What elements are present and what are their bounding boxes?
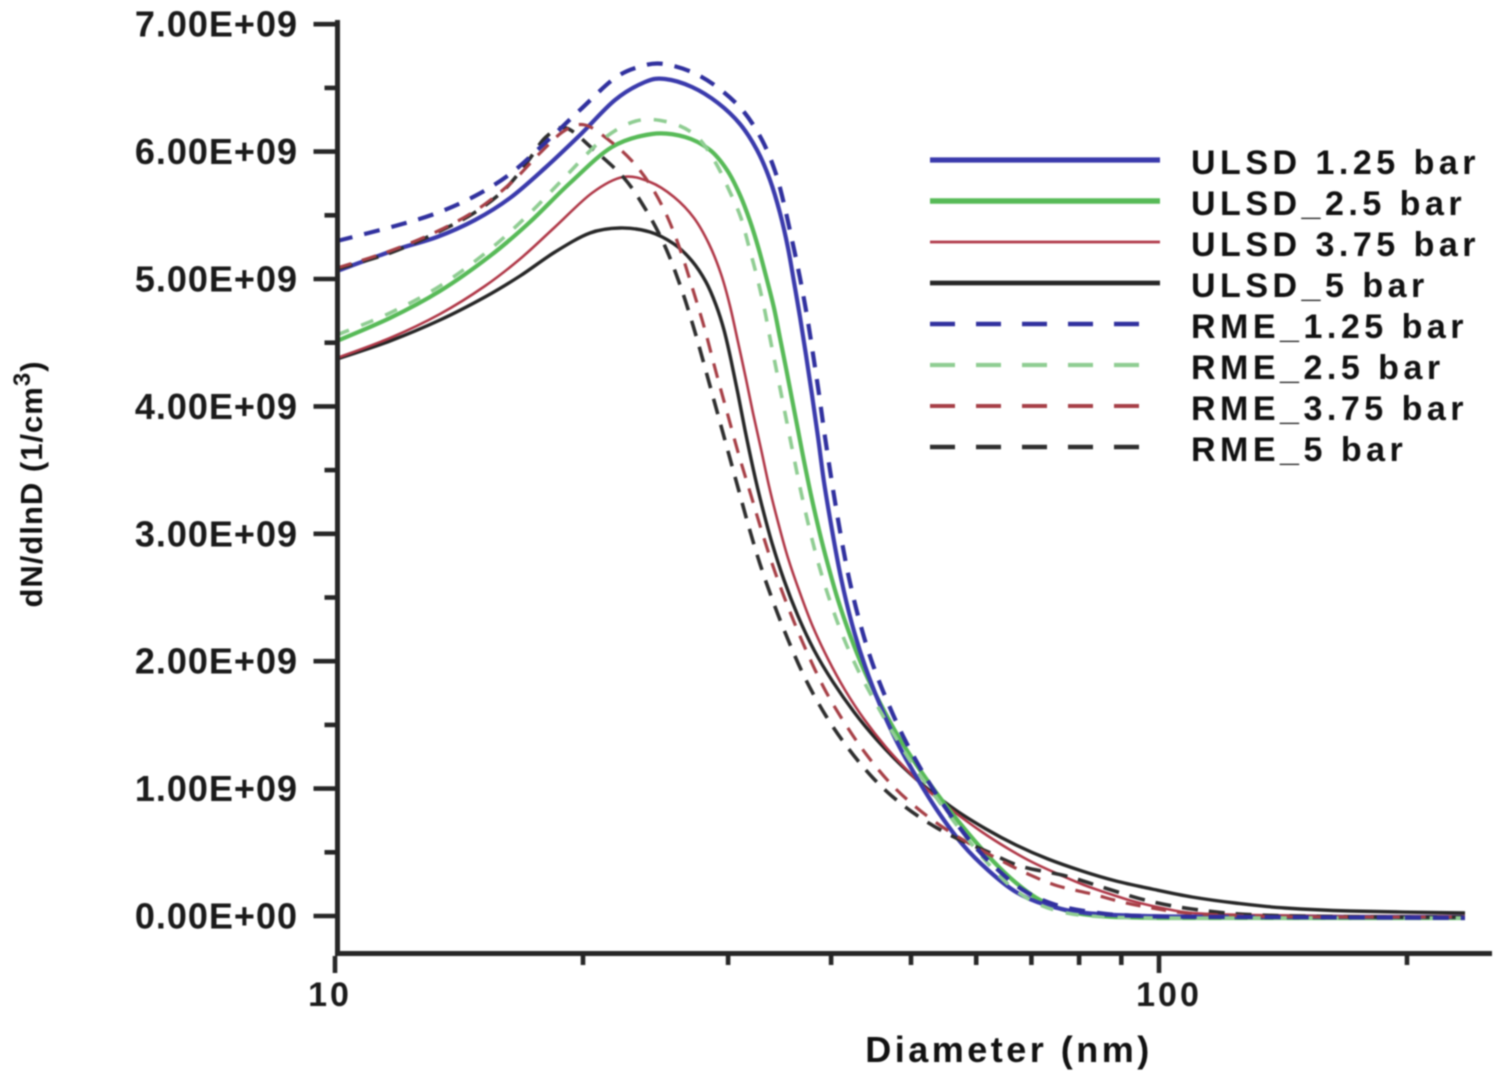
svg-text:ULSD_5 bar: ULSD_5 bar bbox=[1191, 267, 1429, 305]
svg-text:RME_2.5 bar: RME_2.5 bar bbox=[1191, 349, 1445, 387]
svg-text:RME_5 bar: RME_5 bar bbox=[1191, 431, 1407, 469]
svg-text:dN/dlnD (1/cm3): dN/dlnD (1/cm3) bbox=[9, 360, 49, 607]
svg-text:Diameter (nm): Diameter (nm) bbox=[865, 1029, 1153, 1070]
svg-text:7.00E+09: 7.00E+09 bbox=[135, 4, 298, 45]
svg-text:ULSD 3.75 bar: ULSD 3.75 bar bbox=[1191, 226, 1480, 264]
svg-text:ULSD_2.5 bar: ULSD_2.5 bar bbox=[1191, 185, 1466, 223]
svg-text:0.00E+00: 0.00E+00 bbox=[135, 896, 298, 937]
svg-text:3.00E+09: 3.00E+09 bbox=[135, 513, 298, 554]
svg-text:1.00E+09: 1.00E+09 bbox=[135, 768, 298, 809]
svg-text:100: 100 bbox=[1136, 976, 1202, 1014]
svg-text:2.00E+09: 2.00E+09 bbox=[135, 641, 298, 682]
svg-text:4.00E+09: 4.00E+09 bbox=[135, 386, 298, 427]
svg-text:6.00E+09: 6.00E+09 bbox=[135, 131, 298, 172]
svg-text:10: 10 bbox=[308, 976, 352, 1014]
svg-text:RME_1.25 bar: RME_1.25 bar bbox=[1191, 308, 1468, 346]
svg-text:5.00E+09: 5.00E+09 bbox=[135, 259, 298, 300]
svg-text:RME_3.75 bar: RME_3.75 bar bbox=[1191, 390, 1468, 428]
svg-text:ULSD 1.25 bar: ULSD 1.25 bar bbox=[1191, 144, 1480, 182]
